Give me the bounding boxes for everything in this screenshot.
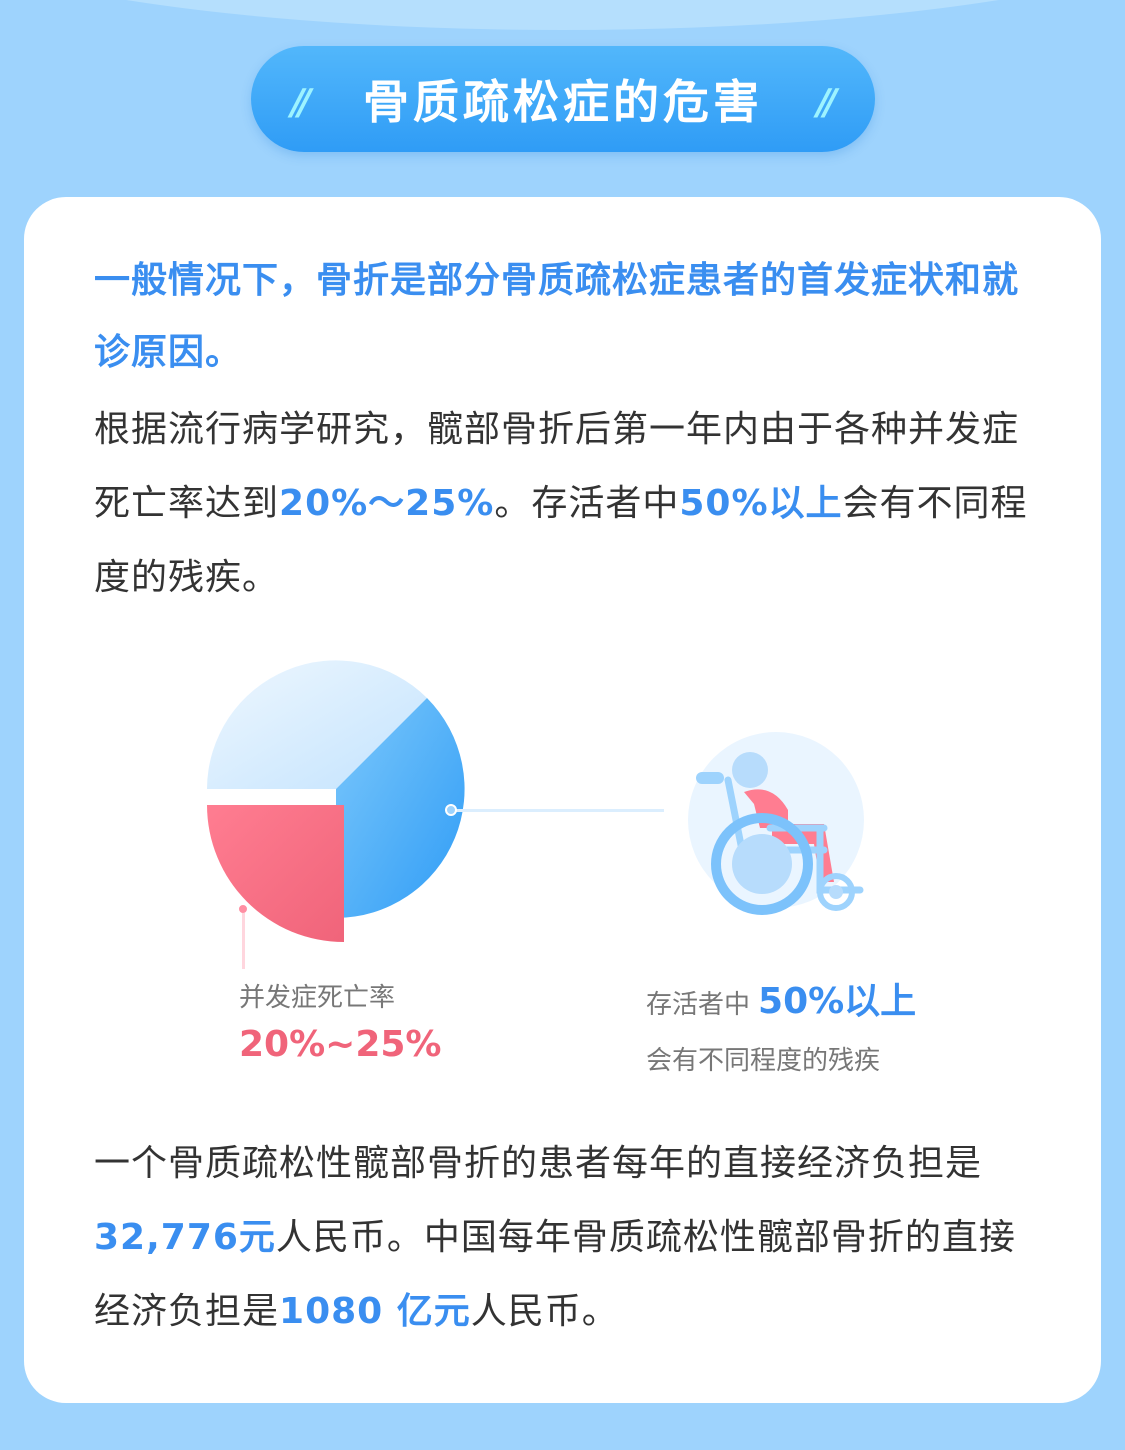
content-card: 一般情况下，骨折是部分骨质疏松症患者的首发症状和就诊原因。 根据流行病学研究，髋… xyxy=(24,197,1101,1403)
paragraph-text: 人民币。 xyxy=(470,1291,619,1332)
mortality-value: 20%~25% xyxy=(239,1024,442,1065)
pie-slice-light xyxy=(207,660,427,789)
pie-slice-red xyxy=(207,805,344,942)
connector-line-right xyxy=(454,809,664,812)
paragraph-text: 一个骨质疏松性髋部骨折的患者每年的直接经济负担是 xyxy=(94,1143,983,1184)
highlight-national-cost: 1080 亿元 xyxy=(279,1291,471,1332)
decor-slash-right: // xyxy=(816,82,837,123)
paragraph-text: 会有不同程度的残疾。 xyxy=(94,483,1028,598)
highlight-patient-cost: 32,776元 xyxy=(94,1217,276,1258)
connector-dot-blue xyxy=(445,804,457,816)
page-title: 骨质疏松症的危害 xyxy=(363,75,763,129)
highlight-mortality-rate: 20%～25% xyxy=(279,483,495,524)
wheelchair-person-icon xyxy=(684,732,874,926)
paragraph-text: 人民币。中国每年骨质疏松性髋部骨折的直接经济负担是 xyxy=(94,1217,1016,1332)
pie-slice-blue xyxy=(336,698,465,918)
connector-line-left xyxy=(242,913,245,969)
disability-caption: 会有不同程度的残疾 xyxy=(646,1046,881,1076)
decor-slash-left: // xyxy=(291,82,311,123)
disability-row: 存活者中 50%以上 xyxy=(646,972,1006,1024)
paragraph-text: 根据流行病学研究，髋部骨折后第一年内由于各种并发症死亡率达到 xyxy=(94,409,1020,524)
paragraph-economic-burden: 一个骨质疏松性髋部骨折的患者每年的直接经济负担是 32,776元人民币。中国每年骨… xyxy=(94,1127,1044,1349)
title-banner: // 骨质疏松症的危害 // xyxy=(251,46,875,152)
disability-value: 50%以上 xyxy=(758,981,917,1022)
highlight-disability-rate: 50%以上 xyxy=(679,483,843,524)
lead-statement: 一般情况下，骨折是部分骨质疏松症患者的首发症状和就诊原因。 xyxy=(94,260,1020,373)
mortality-label: 并发症死亡率 20%~25% xyxy=(239,977,479,1065)
header-background-arc xyxy=(0,0,1125,30)
mortality-caption: 并发症死亡率 xyxy=(239,983,396,1013)
paragraph-mortality: 根据流行病学研究，髋部骨折后第一年内由于各种并发症死亡率达到20%～25%。存活… xyxy=(94,393,1044,615)
disability-label: 存活者中 50%以上 会有不同程度的残疾 xyxy=(646,972,1006,1077)
disability-prefix: 存活者中 xyxy=(646,990,751,1020)
paragraph-text: 。存活者中 xyxy=(494,483,680,524)
pie-chart-graphic xyxy=(174,652,504,956)
